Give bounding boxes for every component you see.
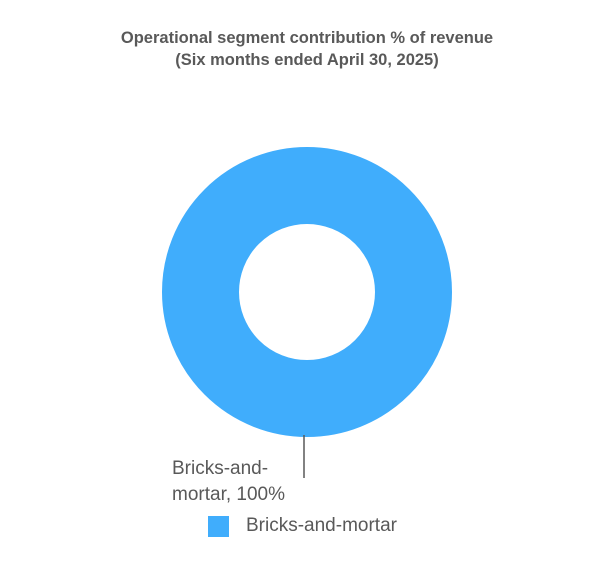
chart-title-line-2: (Six months ended April 30, 2025) [175, 51, 439, 69]
legend-swatch-bricks-and-mortar [208, 515, 229, 537]
legend: Bricks-and-mortar [208, 515, 397, 537]
labels-layer: Bricks-and- mortar, 100% [172, 458, 285, 505]
legend-label-bricks-and-mortar: Bricks-and-mortar [246, 515, 397, 536]
chart-title-line-1: Operational segment contribution % of re… [120, 29, 494, 47]
data-label-line-1: Bricks-and- [172, 458, 268, 479]
chart-title: Operational segment contribution % of re… [0, 27, 614, 71]
slices-layer [162, 147, 452, 437]
data-label-line-2: mortar, 100% [172, 484, 285, 505]
slice-bricks-and-mortar [162, 147, 452, 437]
